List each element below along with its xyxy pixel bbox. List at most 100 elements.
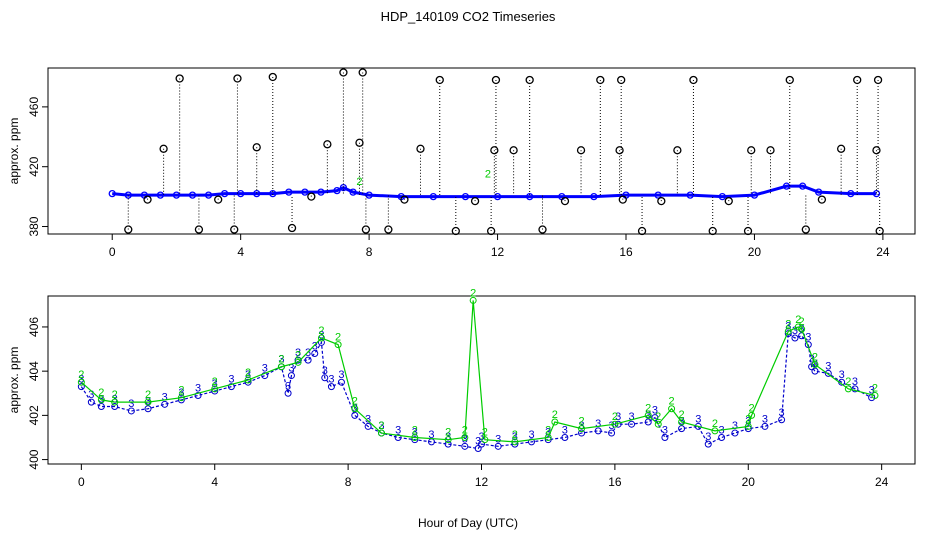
data-point bbox=[337, 378, 345, 386]
data-point bbox=[801, 225, 810, 234]
data-point bbox=[578, 425, 586, 433]
point-marker-label: 2 bbox=[412, 424, 418, 436]
data-point bbox=[252, 143, 261, 152]
data-point bbox=[339, 183, 348, 192]
data-point bbox=[317, 334, 325, 342]
point-marker-label: 3 bbox=[285, 380, 291, 392]
x-tick-label: 24 bbox=[875, 475, 889, 489]
data-point bbox=[351, 411, 359, 419]
data-point bbox=[637, 226, 647, 236]
data-point bbox=[511, 440, 519, 448]
plot-frame-top bbox=[47, 67, 916, 235]
data-point bbox=[875, 226, 884, 236]
point-marker-label: 3 bbox=[528, 429, 534, 441]
point-marker-label: 2 bbox=[795, 314, 801, 326]
point-marker-label: 2 bbox=[112, 389, 118, 401]
data-point bbox=[365, 191, 373, 199]
point-marker-label: 3 bbox=[212, 378, 218, 390]
data-point bbox=[97, 403, 105, 411]
data-point bbox=[394, 433, 402, 441]
point-marker-label: 3 bbox=[378, 420, 384, 432]
x-tick-label: 0 bbox=[109, 245, 116, 259]
data-point bbox=[339, 68, 348, 77]
point-marker-label: 3 bbox=[779, 407, 785, 419]
data-point bbox=[214, 195, 223, 204]
data-point bbox=[766, 146, 775, 155]
data-point bbox=[617, 75, 626, 85]
point-marker-label: 2 bbox=[295, 349, 301, 361]
data-point bbox=[108, 189, 116, 198]
data-point bbox=[287, 223, 297, 233]
data-point bbox=[718, 433, 726, 441]
data-point bbox=[277, 363, 285, 371]
point-marker-label: 2 bbox=[98, 387, 104, 399]
data-point bbox=[872, 146, 881, 155]
data-point bbox=[817, 195, 827, 204]
data-point bbox=[156, 191, 165, 199]
data-point bbox=[871, 391, 879, 399]
data-point bbox=[528, 438, 536, 446]
data-point bbox=[351, 405, 359, 413]
data-point bbox=[349, 188, 357, 196]
x-tick-label: 20 bbox=[748, 245, 762, 259]
y-tick-label: 420 bbox=[27, 156, 41, 176]
point-marker-label: 3 bbox=[245, 369, 251, 381]
x-tick-label: 4 bbox=[211, 475, 218, 489]
point-marker-label: 3 bbox=[869, 385, 875, 397]
point-marker-label: 2 bbox=[318, 325, 324, 337]
x-tick-label: 8 bbox=[366, 245, 373, 259]
data-point bbox=[124, 191, 132, 199]
data-point bbox=[798, 325, 806, 333]
point-marker-label: 3 bbox=[732, 420, 738, 432]
data-point bbox=[811, 361, 819, 369]
data-point bbox=[853, 75, 862, 85]
data-point bbox=[400, 195, 409, 204]
x-tick-label: 4 bbox=[237, 245, 244, 259]
data-point bbox=[311, 349, 319, 357]
series-line bbox=[80, 300, 876, 443]
data-point bbox=[824, 369, 832, 377]
point-marker-label: 2 bbox=[352, 396, 358, 408]
data-point bbox=[294, 356, 302, 364]
data-point bbox=[694, 422, 702, 430]
y-axis-label: approx. ppm bbox=[7, 118, 21, 185]
data-point bbox=[294, 358, 302, 366]
point-marker-label: 3 bbox=[328, 374, 334, 386]
data-point bbox=[429, 192, 437, 201]
point-marker-label: 2 bbox=[669, 396, 675, 408]
data-point bbox=[377, 429, 385, 437]
data-point bbox=[227, 383, 235, 391]
data-point bbox=[761, 422, 769, 430]
point-marker-label: 3 bbox=[478, 431, 484, 443]
data-point bbox=[384, 225, 393, 234]
data-point bbox=[654, 420, 662, 428]
point-marker-label: 2 bbox=[799, 316, 805, 328]
data-point bbox=[194, 391, 202, 399]
point-marker-label: 3 bbox=[785, 321, 791, 333]
point-marker-label: 3 bbox=[825, 360, 831, 372]
data-point bbox=[253, 189, 261, 198]
point-marker-label: 3 bbox=[792, 325, 798, 337]
point-marker-label: 3 bbox=[745, 416, 751, 428]
data-point bbox=[474, 445, 482, 453]
data-point bbox=[815, 188, 823, 196]
point-marker-label: 2 bbox=[845, 376, 851, 388]
point-marker-label: 2 bbox=[812, 352, 818, 364]
data-point bbox=[608, 429, 616, 437]
data-point bbox=[657, 196, 666, 206]
data-point bbox=[268, 72, 277, 82]
point-marker-label: 3 bbox=[462, 433, 468, 445]
series-line bbox=[112, 184, 877, 199]
data-point bbox=[204, 191, 213, 199]
point-marker-label: 3 bbox=[628, 411, 634, 423]
data-point bbox=[724, 196, 733, 206]
chart-title: HDP_140109 CO2 Timeseries bbox=[380, 9, 556, 24]
data-point bbox=[673, 146, 682, 155]
data-point bbox=[220, 189, 229, 198]
point-marker-label: 3 bbox=[278, 354, 284, 366]
x-tick-label: 16 bbox=[608, 475, 622, 489]
data-point bbox=[491, 75, 501, 85]
data-point bbox=[461, 442, 469, 450]
point-marker-label: 3 bbox=[322, 365, 328, 377]
